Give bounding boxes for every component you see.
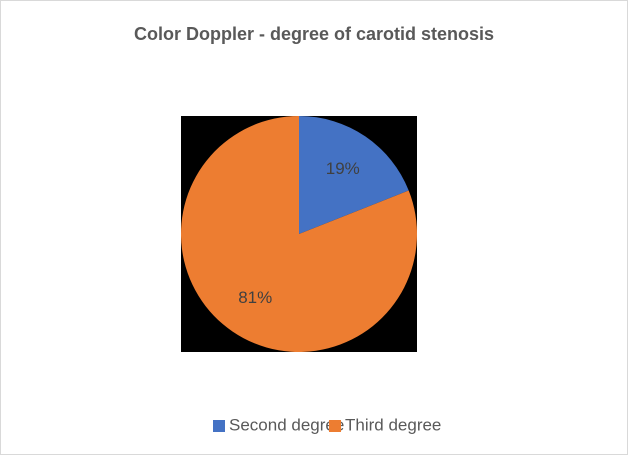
pie-slice [180,116,417,352]
chart-title: Color Doppler - degree of carotid stenos… [134,24,494,44]
legend-swatch [329,420,341,432]
legend-label: Second degree [229,415,344,434]
pie-slice [299,116,409,234]
data-label: 19% [326,159,360,178]
legend-swatch [213,420,225,432]
data-label: 81% [238,288,272,307]
legend-label: Third degree [345,415,441,434]
